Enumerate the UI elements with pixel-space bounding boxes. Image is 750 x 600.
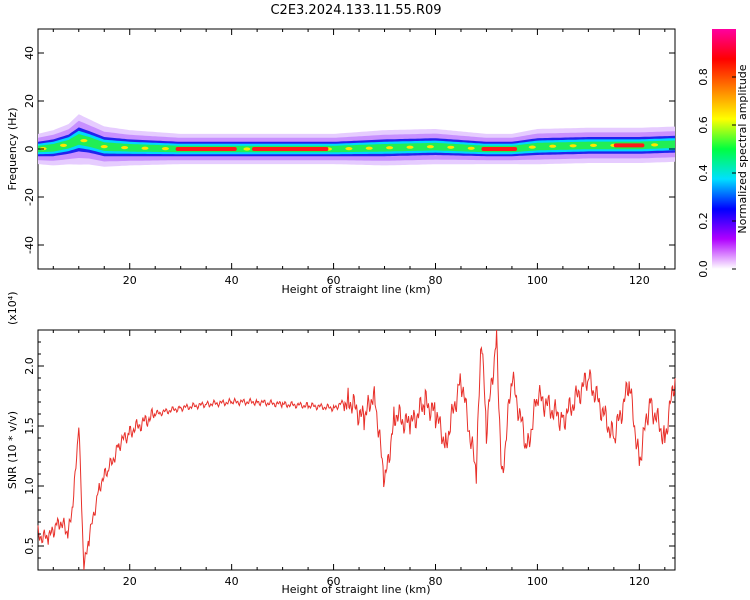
band-ridge-mark — [80, 139, 88, 143]
band-ridge-mark — [100, 145, 108, 149]
x-tick-label: 20 — [123, 274, 137, 287]
snr-x-axis: 20 40 60 80 100 120 — [52, 330, 666, 588]
x-tick-label: 120 — [629, 274, 650, 287]
band-ridge-mark — [243, 147, 251, 151]
snr-y-label: SNR (10 * v/v) — [6, 411, 19, 489]
y-tick-label: 1.0 — [23, 477, 36, 495]
y-tick-label: 20 — [23, 94, 36, 108]
snr-series-line — [37, 329, 676, 571]
spectrum-y-axis: -40 -20 0 20 40 — [23, 46, 675, 254]
band-ridge-mark — [60, 143, 67, 147]
y-tick-label: 2.0 — [23, 357, 36, 375]
band-peak — [175, 147, 237, 151]
spectrum-y-label: Frequency (Hz) — [6, 108, 19, 191]
x-tick-label: 40 — [225, 575, 239, 588]
band-ridge-mark — [161, 147, 169, 151]
band-peak — [613, 143, 645, 148]
band-ridge-mark — [467, 146, 475, 150]
band-ridge-mark — [365, 146, 373, 150]
band-ridge-mark — [549, 144, 557, 148]
x-tick-label: 60 — [327, 274, 341, 287]
x-tick-label: 20 — [123, 575, 137, 588]
band-peak — [481, 147, 518, 151]
snr-y-axis: 0.5 1.0 1.5 2.0 — [23, 341, 675, 559]
snr-panel: 20 40 60 80 100 120 0.5 1.0 1.5 2.0 Height of st… — [6, 292, 676, 596]
colorbar-tick-label: 0.4 — [697, 164, 710, 182]
band-ridge-mark — [345, 147, 353, 151]
colorbar-tick-label: 0.2 — [697, 212, 710, 230]
x-tick-label: 100 — [527, 274, 548, 287]
y-tick-label: 0 — [23, 146, 36, 153]
x-tick-label: 80 — [428, 274, 442, 287]
colorbar — [712, 29, 736, 269]
band-peak — [252, 147, 329, 151]
x-tick-label: 80 — [428, 575, 442, 588]
x-tick-label: 40 — [225, 274, 239, 287]
colorbar-tick-label: 0.8 — [697, 68, 710, 86]
y-tick-label: -40 — [23, 236, 36, 254]
y-tick-label: 40 — [23, 46, 36, 60]
x-tick-label: 120 — [629, 575, 650, 588]
y-tick-label: 0.5 — [23, 537, 36, 555]
colorbar-label: Normalized spectral amplitude — [736, 64, 749, 233]
spectrum-panel: 20 40 60 80 100 120 -40 -20 0 20 40 Height of str… — [6, 28, 749, 296]
y-tick-label: -20 — [23, 188, 36, 206]
band-ridge-mark — [528, 145, 536, 149]
colorbar-tick-label: 0.0 — [697, 260, 710, 278]
band-ridge-mark — [651, 143, 659, 147]
band-ridge-mark — [121, 146, 129, 150]
spectrum-x-label: Height of straight line (km) — [281, 283, 430, 296]
figure-title: C2E3.2024.133.11.55.R09 — [270, 3, 441, 18]
snr-x-label: Height of straight line (km) — [281, 583, 430, 596]
y-tick-label: 1.5 — [23, 417, 36, 435]
band-ridge-mark — [426, 145, 434, 149]
spectrum-band — [38, 114, 675, 167]
band-ridge-mark — [569, 144, 577, 148]
spectrum-x-axis: 20 40 60 80 100 120 — [52, 29, 666, 287]
x-tick-label: 100 — [527, 575, 548, 588]
band-ridge-mark — [590, 143, 597, 147]
band-ridge-mark — [386, 146, 394, 150]
snr-multiplier: (x10⁴) — [6, 292, 19, 326]
band-ridge-mark — [141, 146, 149, 150]
colorbar-axis: 0.0 0.2 0.4 0.6 0.8 — [697, 68, 736, 278]
band-ridge-mark — [447, 145, 455, 149]
snr-plot-area — [37, 329, 676, 571]
band-ridge-mark — [406, 145, 414, 149]
colorbar-tick-label: 0.6 — [697, 116, 710, 134]
x-tick-label: 60 — [327, 575, 341, 588]
